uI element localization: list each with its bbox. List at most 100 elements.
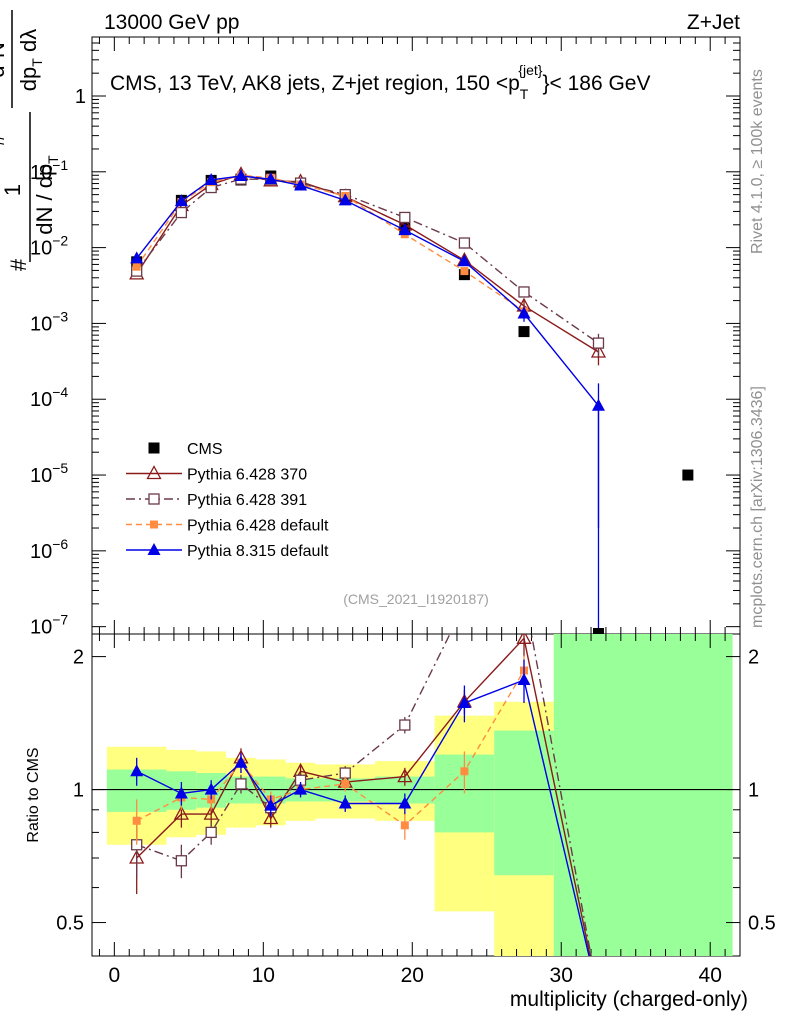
main-point-p391 — [399, 211, 411, 224]
ratio-point-p8def — [174, 786, 188, 799]
main-point-p8def — [234, 169, 248, 182]
ratio-line-p6def — [136, 670, 525, 827]
plot-title: CMS, 13 TeV, AK8 jets, Z+jet region, 150… — [110, 62, 650, 102]
ratio-point-p370 — [397, 768, 413, 783]
analysis-tag: (CMS_2021_I1920187) — [343, 591, 489, 607]
ratio-point-p8def — [204, 782, 218, 795]
ratio-point-p6def — [341, 779, 350, 788]
ratio-frame — [91, 633, 741, 957]
y-tick-label: 10−2 — [30, 233, 68, 260]
legend-label-p6def: Pythia 6.428 default — [187, 518, 329, 535]
main-ylabel: # 1 dN / dpT d²N # dpT dλ — [0, 10, 61, 271]
y-tick-label: 10−4 — [30, 384, 68, 411]
ratio-bands — [92, 634, 740, 956]
ylabel-num1: 1 — [0, 184, 25, 196]
main-point-p8def — [204, 172, 218, 185]
rivet-label: Rivet 4.1.0, ≥ 100k events — [749, 69, 766, 254]
mcplots-label: mcplots.cern.ch [arXiv:1306.3436] — [749, 386, 766, 628]
ratio-point-p8def — [338, 796, 352, 809]
header-left: 13000 GeV pp — [104, 11, 239, 34]
main-series-cms — [131, 170, 694, 481]
main-point-p8def — [174, 194, 188, 207]
main-axis-ticks: 10−7 10−6 10−5 10−4 10−3 10−2 10−1 1 — [30, 36, 740, 639]
legend-marker-p391 — [148, 493, 160, 505]
x-tick-label: 30 — [550, 964, 573, 987]
ratio-point-p370 — [263, 810, 279, 825]
legend-label-p391: Pythia 6.428 391 — [187, 492, 307, 509]
ratio-y-tick-label: 1 — [73, 780, 84, 802]
y-tick-label: 1 — [75, 86, 86, 108]
main-point-p6def — [460, 267, 469, 276]
header-right: Z+Jet — [687, 11, 740, 34]
legend-marker-cms — [148, 442, 160, 454]
main-point-p391 — [592, 337, 605, 349]
y-tick-label: 10−1 — [30, 157, 68, 184]
main-series-p370 — [129, 166, 607, 366]
legend-label-p370: Pythia 6.428 370 — [187, 467, 307, 484]
y-tick-label: 10−6 — [30, 536, 68, 563]
ratio-point-p391 — [399, 719, 411, 731]
ratio-point-p6def — [460, 767, 469, 776]
ratio-y-tick-label: 0.5 — [56, 913, 84, 935]
ratio-point-p8def — [234, 755, 248, 768]
ratio-point-p8def — [398, 796, 412, 809]
ratio-y-tick-label: 2 — [73, 647, 84, 669]
legend-label-p8def: Pythia 8.315 default — [187, 543, 329, 560]
y-tick-label: 10−5 — [30, 460, 68, 487]
main-point-p8def — [294, 178, 308, 191]
main-point-p391 — [458, 237, 471, 249]
ylabel-hash1: # — [6, 258, 31, 271]
ratio-y-tick-label-right: 1 — [748, 780, 759, 802]
main-point-p8def — [457, 254, 471, 267]
ylabel-num2: d²N — [0, 42, 9, 77]
ratio-y-tick-label-right: 0.5 — [748, 913, 776, 935]
main-point-p391 — [175, 206, 188, 219]
x-tick-label: 40 — [699, 964, 722, 987]
ratio-y-tick-label-right: 2 — [748, 647, 759, 669]
main-series-p391 — [131, 173, 605, 357]
ratio-point-p6def — [400, 821, 409, 830]
x-tick-label: 20 — [401, 964, 424, 987]
ratio-point-p391 — [339, 767, 351, 779]
ratio-point-p391 — [205, 826, 217, 839]
ylabel-den1: dN / dpT — [32, 155, 61, 235]
main-line-p370 — [136, 173, 599, 353]
x-tick-label: 0 — [109, 964, 121, 987]
ratio-point-p370 — [173, 805, 189, 820]
ratio-point-p8def — [264, 798, 278, 811]
ratio-point-p370 — [516, 634, 532, 644]
ratio-point-p8def — [130, 764, 144, 777]
band-inner — [553, 634, 733, 956]
main-point-p8def — [130, 251, 144, 264]
ratio-point-p6def — [132, 816, 141, 825]
main-line-p6def — [136, 174, 525, 312]
ratio-point-p370 — [203, 805, 219, 820]
y-tick-label: 10−3 — [30, 308, 68, 335]
ratio-series-group — [129, 634, 592, 956]
legend: CMS Pythia 6.428 370 Pythia 6.428 391 Pythi… — [126, 441, 329, 560]
ratio-point-p391 — [235, 778, 247, 790]
legend-marker-p370 — [146, 465, 162, 480]
ratio-point-p391 — [175, 855, 188, 867]
main-point-p8def — [517, 306, 531, 319]
main-series-group — [129, 166, 694, 634]
ratio-point-p8def — [457, 696, 471, 709]
ratio-axis-ticks: 0.5 0.51 12 20 10 20 30 40 — [56, 634, 776, 987]
main-point-p8def — [338, 193, 352, 206]
ratio-ylabel: Ratio to CMS — [25, 747, 42, 842]
main-point-p8def — [591, 398, 605, 411]
main-point-p391 — [518, 286, 530, 298]
main-point-p370 — [590, 343, 607, 358]
ratio-point-p8def — [517, 673, 531, 686]
main-point-p8def — [264, 172, 278, 185]
main-point-cms — [518, 326, 530, 338]
main-point-p6def — [132, 262, 141, 271]
ylabel-hash2: # — [0, 133, 9, 146]
legend-label-cms: CMS — [187, 441, 223, 458]
x-tick-label: 10 — [252, 964, 275, 987]
legend-marker-p8def — [147, 543, 161, 555]
main-point-cms-clipped — [592, 628, 604, 634]
ratio-series-p8def — [130, 659, 590, 956]
band-inner — [494, 730, 554, 876]
